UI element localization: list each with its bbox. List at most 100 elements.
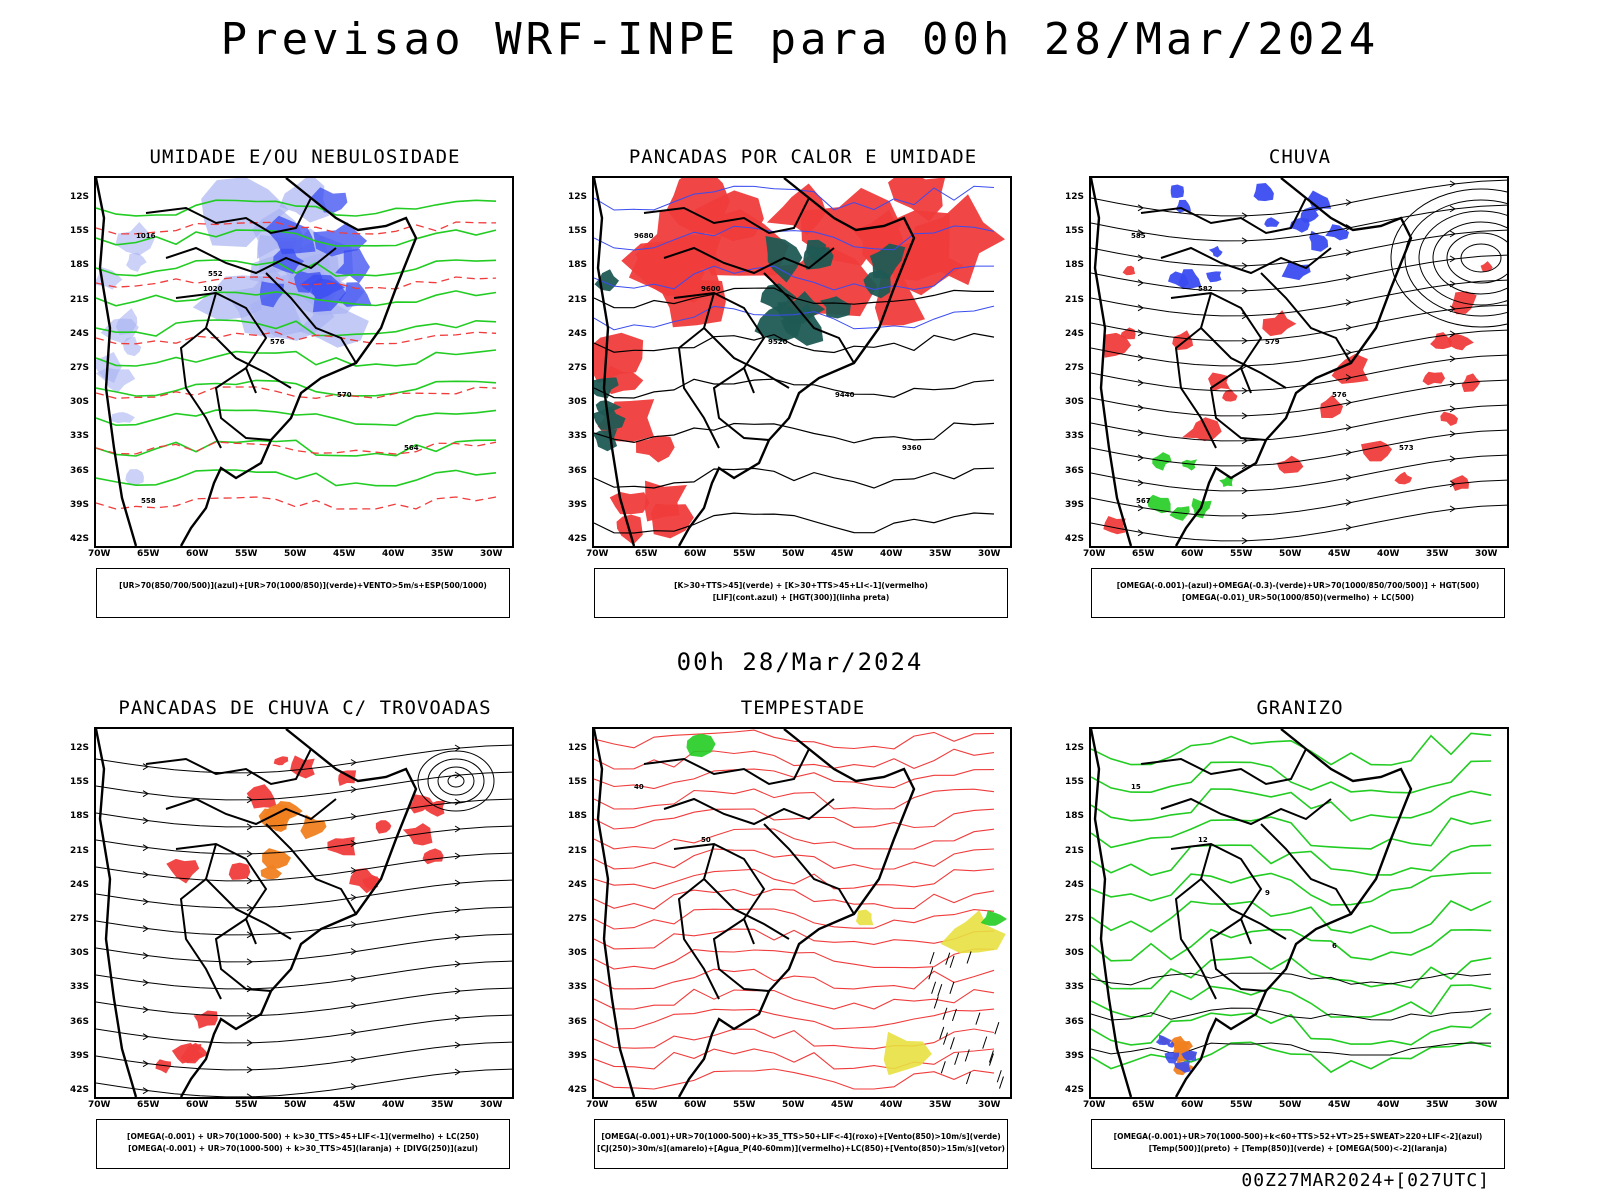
country-border — [677, 327, 720, 449]
country-border — [204, 292, 292, 389]
streamline-arrow — [142, 979, 149, 987]
contour-line — [1091, 760, 1492, 794]
shaded-area — [1178, 269, 1202, 290]
lat-label: 27S — [1065, 914, 1085, 924]
shaded-area — [780, 304, 824, 346]
shaded-area — [1325, 224, 1350, 241]
contour-label: 576 — [270, 338, 285, 346]
streamline-arrow — [454, 906, 461, 914]
shaded-area — [1169, 506, 1190, 521]
lat-label: 36S — [1065, 465, 1085, 476]
wind-vector — [982, 1036, 988, 1049]
streamline-arrow — [454, 1068, 461, 1076]
shaded-area — [193, 1010, 218, 1029]
streamline-arrow — [142, 925, 149, 933]
lat-label: 39S — [1065, 1050, 1085, 1061]
lon-label: 60W — [1181, 1100, 1204, 1110]
shaded-area — [910, 194, 1005, 286]
country-border — [165, 797, 337, 826]
lon-label: 65W — [635, 1100, 658, 1110]
panel-title: GRANIZO — [1256, 697, 1344, 719]
contour-line — [594, 729, 995, 750]
country-border — [702, 843, 790, 940]
contour-label: 570 — [337, 391, 352, 399]
streamline-arrow — [1137, 379, 1144, 387]
shaded-area — [1170, 184, 1184, 198]
shaded-area — [1222, 389, 1238, 402]
streamline-arrow — [1137, 454, 1144, 462]
legend-line-1: [OMEGA(-0.001)-(azul)+OMEGA(-0.3)-(verde… — [1116, 581, 1480, 590]
coastline — [1091, 178, 1413, 546]
shaded-area — [1182, 417, 1222, 442]
shaded-area — [765, 236, 803, 283]
streamline — [1091, 404, 1507, 442]
streamline-arrow — [1241, 287, 1248, 295]
lat-label: 15S — [568, 226, 588, 237]
streamline-arrow — [1137, 329, 1144, 337]
lat-label: 42S — [70, 1085, 90, 1095]
lat-label: 12S — [1065, 743, 1085, 753]
forecast-map: 1016 1020 576 570 564 558 552 — [94, 176, 514, 548]
lat-label: 24S — [568, 328, 588, 339]
lon-label: 55W — [733, 1100, 756, 1110]
contour-line — [1091, 1007, 1492, 1021]
country-border — [677, 878, 720, 1000]
shaded-area — [1276, 455, 1304, 474]
streamline-arrow — [1345, 224, 1352, 231]
lat-label: 18S — [1065, 260, 1085, 271]
lat-label: 24S — [568, 879, 588, 890]
lon-label: 60W — [186, 549, 209, 559]
legend-line-1: [OMEGA(-0.001)+UR>70(1000-500)+k<60+TTS>… — [1113, 1132, 1483, 1141]
shaded-area — [228, 862, 251, 880]
streamline-arrow — [350, 921, 357, 928]
shaded-area — [1262, 310, 1297, 337]
country-border — [175, 842, 268, 945]
country-border — [712, 918, 770, 992]
streamline-arrow — [246, 850, 253, 858]
wind-vector — [964, 1049, 970, 1062]
shaded-area — [819, 296, 851, 319]
lat-label: 33S — [70, 982, 90, 993]
contour-label: 1020 — [203, 285, 223, 293]
streamline-arrow — [246, 823, 253, 831]
lat-label: 12S — [1065, 192, 1085, 202]
streamline — [96, 933, 512, 963]
panel-title: PANCADAS POR CALOR E UMIDADE — [628, 146, 978, 168]
contour-label: 9680 — [634, 232, 654, 240]
contour-line — [594, 888, 995, 910]
contour-line — [96, 441, 497, 455]
shaded-area — [260, 864, 282, 880]
lon-label: 40W — [880, 1100, 903, 1110]
streamline-arrow — [1345, 349, 1352, 356]
streamline-arrow — [142, 898, 149, 906]
streamline-arrow — [1137, 304, 1144, 312]
streamline — [96, 744, 512, 774]
shaded-area — [1164, 1051, 1180, 1064]
lon-label: 70W — [586, 549, 609, 559]
lat-label: 30S — [70, 397, 90, 408]
lat-label: 33S — [1065, 982, 1085, 993]
streamline — [96, 825, 512, 855]
streamline-arrow — [1137, 354, 1144, 362]
shaded-area — [313, 222, 368, 257]
shaded-area — [262, 848, 291, 869]
legend-line-1: [K>30+TTS>45](verde) + [K>30+TTS>45+LI<-… — [674, 581, 928, 590]
lon-label: 70W — [1083, 1100, 1106, 1110]
shaded-area — [1422, 371, 1446, 386]
shaded-area — [1394, 471, 1413, 485]
lat-label: 27S — [568, 363, 588, 373]
lon-label: 50W — [284, 549, 307, 559]
lat-label: 24S — [1065, 879, 1085, 890]
streamline-arrow — [1137, 504, 1144, 512]
streamline-arrow — [1449, 180, 1456, 188]
streamline-arrow — [454, 879, 461, 887]
streamline-arrow — [1449, 280, 1456, 288]
lon-label: 40W — [880, 549, 903, 559]
contour-line — [96, 409, 497, 427]
streamline-arrow — [454, 933, 461, 941]
streamline-arrow — [1449, 505, 1456, 513]
shaded-area — [760, 283, 797, 313]
contour-label: 9440 — [835, 391, 855, 399]
lon-label: 35W — [1426, 549, 1449, 559]
streamline-arrow — [246, 1093, 253, 1097]
